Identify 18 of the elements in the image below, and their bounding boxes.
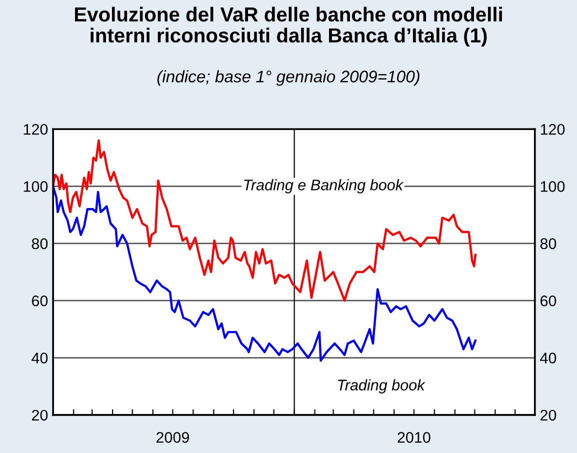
y2-tick-label: 40	[540, 352, 556, 364]
text: Trading e Banking book	[244, 179, 404, 194]
series-label: Trading book	[338, 379, 426, 394]
chart-subtitle: (indice; base 1° gennaio 2009=100)	[157, 70, 420, 86]
y2-tick-label: 80	[540, 238, 556, 250]
y-tick-label: 20	[32, 410, 48, 421]
y-tick-label: 80	[32, 238, 48, 250]
y-tick-label: 60	[32, 295, 48, 306]
y2-tick-label: 120	[540, 124, 565, 135]
y2-tick-label: 20	[540, 410, 556, 421]
y2-tick-label: 100	[540, 181, 565, 192]
chart-title: Evoluzione del VaR delle banche con modelli interni riconosciuti dalla Banca d’Italia (1)	[74, 6, 502, 47]
x-tick-label: 2010	[398, 432, 430, 443]
y-tick-label: 40	[32, 352, 48, 364]
y-tick-label: 120	[24, 124, 48, 135]
x-tick-label: 2009	[156, 432, 189, 443]
y-tick-label: 100	[24, 181, 48, 192]
y2-tick-label: 60	[540, 295, 556, 306]
